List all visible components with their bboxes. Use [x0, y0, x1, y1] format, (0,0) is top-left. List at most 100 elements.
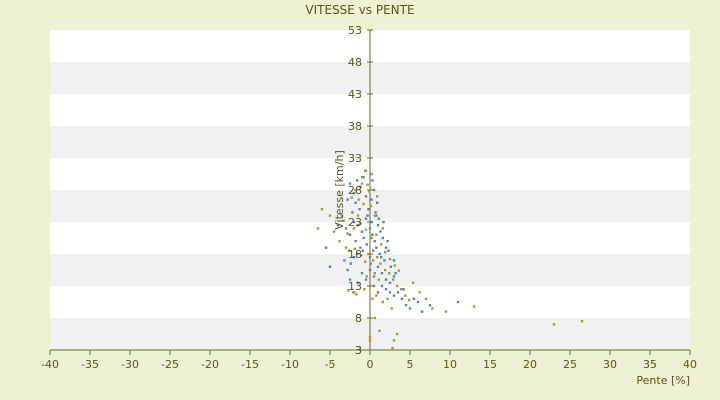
axes	[49, 29, 691, 355]
data-point	[408, 298, 411, 302]
data-point	[340, 214, 344, 217]
data-point	[343, 259, 346, 262]
data-point	[394, 272, 397, 275]
data-point	[396, 284, 399, 288]
data-point	[362, 176, 365, 179]
data-point	[444, 310, 448, 313]
data-point	[356, 224, 360, 227]
data-point	[369, 262, 372, 265]
data-point	[400, 288, 403, 291]
data-point	[368, 268, 372, 272]
data-point	[376, 224, 380, 227]
data-point	[388, 291, 392, 294]
data-point	[384, 278, 388, 281]
data-point	[346, 268, 349, 272]
data-point	[392, 275, 396, 278]
data-point	[364, 228, 368, 231]
y-tick-label: 18	[348, 248, 362, 261]
data-point	[352, 227, 356, 230]
data-point	[362, 202, 365, 206]
data-point	[379, 230, 382, 233]
x-tick-label: -15	[241, 358, 259, 371]
data-point	[372, 284, 376, 288]
data-point	[380, 284, 384, 288]
data-point	[328, 214, 332, 217]
data-point	[348, 182, 352, 185]
data-point	[358, 208, 361, 211]
data-point	[356, 252, 359, 256]
data-point	[347, 289, 350, 292]
y-tick-label: 13	[348, 280, 362, 293]
data-point	[364, 260, 367, 263]
data-point	[472, 305, 476, 308]
data-point	[431, 307, 434, 310]
data-point	[392, 259, 396, 262]
data-point	[370, 236, 373, 240]
data-point	[344, 227, 348, 230]
y-tick-label: 28	[348, 184, 362, 197]
data-point	[376, 195, 379, 198]
data-point	[368, 227, 372, 230]
data-point	[375, 233, 378, 236]
data-point	[367, 252, 370, 256]
data-points	[316, 169, 584, 350]
data-point	[456, 300, 460, 304]
data-point	[370, 198, 373, 201]
data-point	[361, 249, 364, 252]
x-tick-label: 30	[603, 358, 617, 371]
data-point	[376, 265, 380, 268]
data-point	[352, 220, 356, 224]
data-point	[374, 211, 377, 214]
x-tick-label: 35	[643, 358, 657, 371]
tick-labels: -40 -35 -30 -25 -20 -15 -10 -5 0 5 10 15 20 25 30 35 40 5…	[41, 24, 697, 371]
data-point	[384, 288, 388, 291]
data-point	[371, 297, 374, 300]
data-point	[384, 246, 388, 249]
data-point	[428, 304, 432, 307]
data-point	[366, 183, 369, 187]
x-tick-label: 20	[523, 358, 537, 371]
data-point	[379, 262, 382, 265]
x-tick-label: -20	[201, 358, 219, 371]
data-point	[387, 249, 390, 252]
data-point	[392, 294, 396, 297]
data-point	[388, 272, 391, 275]
data-point	[360, 272, 364, 275]
data-point	[376, 291, 380, 294]
data-point	[404, 304, 408, 307]
data-point	[377, 217, 380, 220]
data-point	[396, 291, 400, 294]
data-point	[390, 307, 393, 310]
y-axis-label: Vitesse [km/h]	[333, 150, 346, 230]
data-point	[366, 214, 369, 217]
data-point	[354, 240, 357, 243]
data-point	[360, 230, 364, 233]
data-point	[356, 214, 360, 217]
data-point	[359, 246, 362, 249]
data-point	[381, 236, 384, 240]
data-point	[338, 240, 341, 243]
data-point	[348, 233, 352, 236]
y-tick-label: 3	[355, 344, 362, 357]
data-point	[376, 201, 379, 204]
data-point	[402, 288, 405, 291]
data-point	[357, 198, 360, 201]
data-point	[348, 249, 351, 252]
x-tick-label: 15	[483, 358, 497, 371]
data-point	[392, 278, 395, 281]
data-point	[404, 294, 407, 297]
data-point	[371, 233, 374, 236]
data-point	[351, 211, 354, 214]
data-point	[389, 265, 392, 268]
data-point	[360, 176, 364, 179]
data-point	[352, 291, 355, 294]
data-point	[373, 272, 376, 275]
data-point	[370, 172, 373, 176]
y-tick-label: 38	[348, 120, 362, 133]
data-point	[412, 297, 416, 300]
data-point	[346, 198, 349, 201]
data-point	[373, 316, 376, 320]
data-point	[368, 190, 371, 193]
y-tick-label: 53	[348, 24, 362, 37]
data-point	[378, 252, 381, 256]
